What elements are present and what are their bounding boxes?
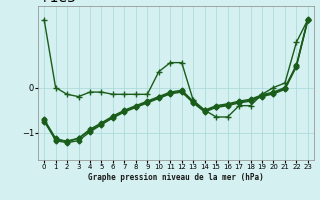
X-axis label: Graphe pression niveau de la mer (hPa): Graphe pression niveau de la mer (hPa) — [88, 173, 264, 182]
